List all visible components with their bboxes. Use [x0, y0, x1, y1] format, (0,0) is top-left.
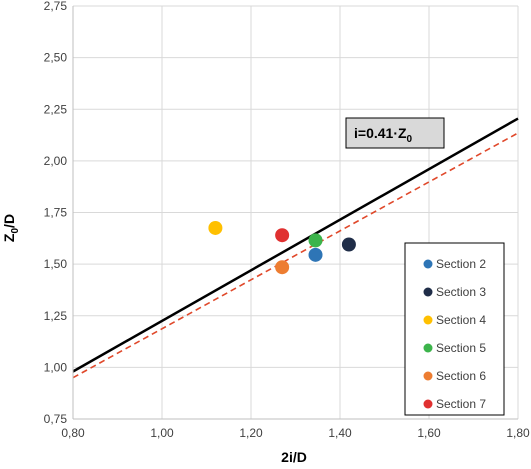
legend-box [404, 242, 505, 416]
legend-label: Section 7 [436, 397, 486, 411]
legend-marker [423, 259, 433, 269]
y-tick-label: 0,75 [44, 412, 68, 426]
tick-labels: 0,75 1,00 1,25 1,50 1,75 2,00 2,25 2,50 2,75 0,80… [44, 0, 530, 440]
data-points [208, 220, 356, 275]
legend-marker [423, 371, 433, 381]
equation-annotation: i=0.41·Z0 [345, 117, 445, 149]
legend-label: Section 2 [436, 257, 486, 271]
y-tick-label: 1,50 [44, 257, 68, 271]
y-tick-label: 2,75 [44, 0, 68, 13]
x-tick-label: 1,20 [239, 426, 263, 440]
axes [72, 6, 518, 420]
legend-label: Section 6 [436, 369, 486, 383]
y-tick-label: 2,00 [44, 154, 68, 168]
legend-label: Section 4 [436, 313, 486, 327]
data-point [208, 220, 223, 235]
y-tick-label: 2,25 [44, 102, 68, 116]
equation-main: i=0.41·Z [354, 125, 407, 141]
legend-marker [423, 287, 433, 297]
legend-label: Section 5 [436, 341, 486, 355]
y-axis-title-main: Z [1, 233, 17, 242]
y-axis-title: Z0/D [1, 214, 21, 242]
fit-lines [72, 117, 519, 379]
x-tick-label: 1,60 [417, 426, 441, 440]
equation-text: i=0.41·Z0 [354, 125, 413, 145]
legend-marker [423, 343, 433, 353]
legend-label: Section 3 [436, 285, 486, 299]
data-point [308, 247, 323, 262]
y-axis-title-sub: 0 [10, 228, 21, 234]
x-tick-label: 1,80 [506, 426, 530, 440]
x-tick-label: 0,80 [61, 426, 85, 440]
y-tick-label: 1,75 [44, 206, 68, 220]
data-point [341, 237, 356, 252]
y-tick-label: 2,50 [44, 51, 68, 65]
x-tick-label: 1,00 [150, 426, 174, 440]
equation-box [345, 117, 445, 149]
y-tick-label: 1,25 [44, 309, 68, 323]
data-point [275, 228, 290, 243]
fit-line-dashed [72, 132, 519, 379]
y-tick-label: 1,00 [44, 360, 68, 374]
legend-marker [423, 399, 433, 409]
data-point [275, 260, 290, 275]
equation-sub: 0 [407, 134, 413, 145]
x-axis-title: 2i/D [281, 449, 307, 465]
y-axis-title-suffix: /D [1, 214, 17, 228]
fit-line-solid [72, 117, 519, 373]
legend-marker [423, 315, 433, 325]
x-tick-label: 1,40 [328, 426, 352, 440]
data-point [308, 233, 323, 248]
legend: Section 2 Section 3 Section 4 Section 5 Sect… [404, 242, 505, 416]
